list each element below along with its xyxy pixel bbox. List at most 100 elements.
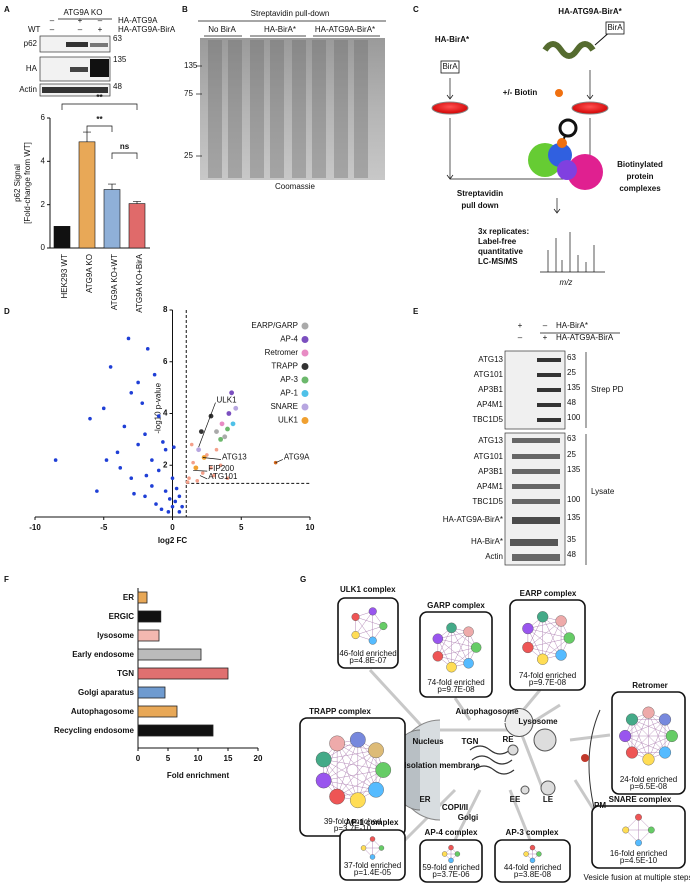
gel bbox=[200, 38, 385, 180]
band bbox=[537, 388, 561, 392]
panel-letter: A bbox=[4, 5, 10, 14]
complex-title: GARP complex bbox=[427, 601, 485, 610]
point bbox=[195, 478, 200, 483]
network-edge bbox=[355, 611, 373, 636]
bar bbox=[78, 141, 96, 249]
complex-title: AP-1 complex bbox=[346, 818, 399, 827]
point bbox=[159, 507, 164, 512]
band bbox=[512, 469, 560, 474]
p-value: p=3.7E-06 bbox=[432, 870, 470, 879]
sign: – bbox=[543, 321, 548, 330]
y-label: p62 Signal bbox=[13, 164, 22, 202]
network-node bbox=[446, 622, 457, 634]
band bbox=[42, 87, 108, 93]
point bbox=[205, 453, 209, 457]
network-edge bbox=[357, 750, 377, 801]
network-node bbox=[635, 813, 642, 821]
y-label: -log10 p-value bbox=[154, 382, 163, 433]
bar bbox=[137, 648, 202, 661]
p-value: p=3.7E-10 bbox=[334, 824, 372, 833]
cell-label: ER bbox=[419, 795, 430, 804]
complex-title: AP-3 complex bbox=[506, 828, 559, 837]
point bbox=[187, 476, 191, 480]
network-edge bbox=[437, 638, 469, 664]
network-node bbox=[432, 633, 444, 644]
point bbox=[129, 391, 134, 395]
panel-letter: G bbox=[300, 575, 306, 584]
section-label: Strep PD bbox=[591, 385, 624, 394]
point bbox=[129, 476, 134, 480]
point bbox=[154, 502, 158, 506]
network-node bbox=[522, 622, 534, 635]
bar bbox=[137, 686, 166, 699]
network-edge bbox=[355, 616, 373, 641]
point bbox=[193, 465, 199, 471]
p-value: p=3.8E-08 bbox=[514, 870, 552, 879]
y-tick-label: Early endosome bbox=[72, 650, 134, 659]
marker: 25 bbox=[184, 151, 193, 160]
network-edge bbox=[323, 759, 377, 790]
y-label: [Fold-change from WT] bbox=[23, 142, 32, 224]
point bbox=[163, 447, 168, 452]
point bbox=[170, 476, 175, 480]
legend-label: SNARE bbox=[270, 402, 298, 411]
complex-title: AP-4 complex bbox=[425, 828, 478, 837]
y-tick-label: ERGIC bbox=[109, 612, 135, 621]
marker: 25 bbox=[567, 368, 576, 377]
complex-title: TRAPP complex bbox=[309, 707, 371, 716]
legend-swatch bbox=[301, 403, 309, 411]
x-tick-label: ATG9A KO bbox=[85, 254, 94, 293]
x-tick-label: 0 bbox=[136, 754, 141, 763]
blot-row: Actin bbox=[485, 552, 503, 561]
legend-label: AP-1 bbox=[280, 389, 298, 398]
network-edge bbox=[437, 638, 477, 648]
band bbox=[537, 418, 561, 422]
point bbox=[145, 347, 150, 351]
significance-bracket bbox=[111, 152, 138, 159]
x-tick-label: -10 bbox=[29, 523, 41, 532]
point bbox=[198, 429, 204, 435]
bait: HA-BirA* bbox=[435, 35, 470, 44]
enrichment: 74-fold enriched bbox=[519, 671, 576, 680]
point bbox=[200, 471, 205, 475]
network-node bbox=[622, 826, 630, 834]
band bbox=[512, 438, 560, 443]
x-tick-label: 15 bbox=[224, 754, 233, 763]
network-node bbox=[536, 851, 542, 857]
significance-bracket bbox=[61, 103, 138, 110]
point bbox=[230, 421, 236, 427]
note: Vesicle fusion at multiple steps bbox=[584, 873, 690, 882]
blot-row: TBC1D5 bbox=[472, 415, 503, 424]
point bbox=[126, 336, 131, 341]
ms-step: quantitative bbox=[478, 247, 523, 256]
point bbox=[136, 442, 140, 447]
network-edge bbox=[451, 627, 469, 664]
network-node bbox=[315, 772, 332, 789]
point bbox=[166, 510, 171, 514]
network-node bbox=[441, 851, 448, 857]
network-node bbox=[446, 661, 457, 673]
legend-label: EARP/GARP bbox=[251, 321, 298, 330]
schematic bbox=[431, 21, 625, 273]
lane-label: No BirA bbox=[208, 25, 236, 34]
legend-swatch bbox=[301, 349, 309, 357]
p-value: p=9.7E-08 bbox=[437, 685, 475, 694]
x-label: Fold enrichment bbox=[167, 771, 230, 780]
legend-swatch bbox=[301, 336, 309, 343]
y-tick-label: 6 bbox=[163, 357, 168, 366]
enrichment: 39-fold enriched bbox=[324, 817, 381, 826]
network-edge bbox=[542, 637, 570, 660]
network-node bbox=[315, 751, 332, 768]
point bbox=[144, 473, 149, 478]
point bbox=[273, 460, 278, 465]
network-node bbox=[658, 713, 672, 726]
condition: HA-ATG9A-BirA bbox=[118, 25, 176, 34]
network-node bbox=[470, 642, 482, 653]
point bbox=[118, 466, 123, 470]
annotation-pointer bbox=[275, 459, 284, 463]
cell-label: Nucleus bbox=[412, 737, 444, 746]
network-edge bbox=[323, 739, 359, 781]
bar bbox=[137, 724, 214, 737]
point bbox=[163, 489, 168, 493]
sign: – bbox=[50, 25, 55, 34]
